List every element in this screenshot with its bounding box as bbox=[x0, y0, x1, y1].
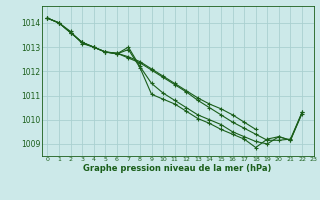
X-axis label: Graphe pression niveau de la mer (hPa): Graphe pression niveau de la mer (hPa) bbox=[84, 164, 272, 173]
